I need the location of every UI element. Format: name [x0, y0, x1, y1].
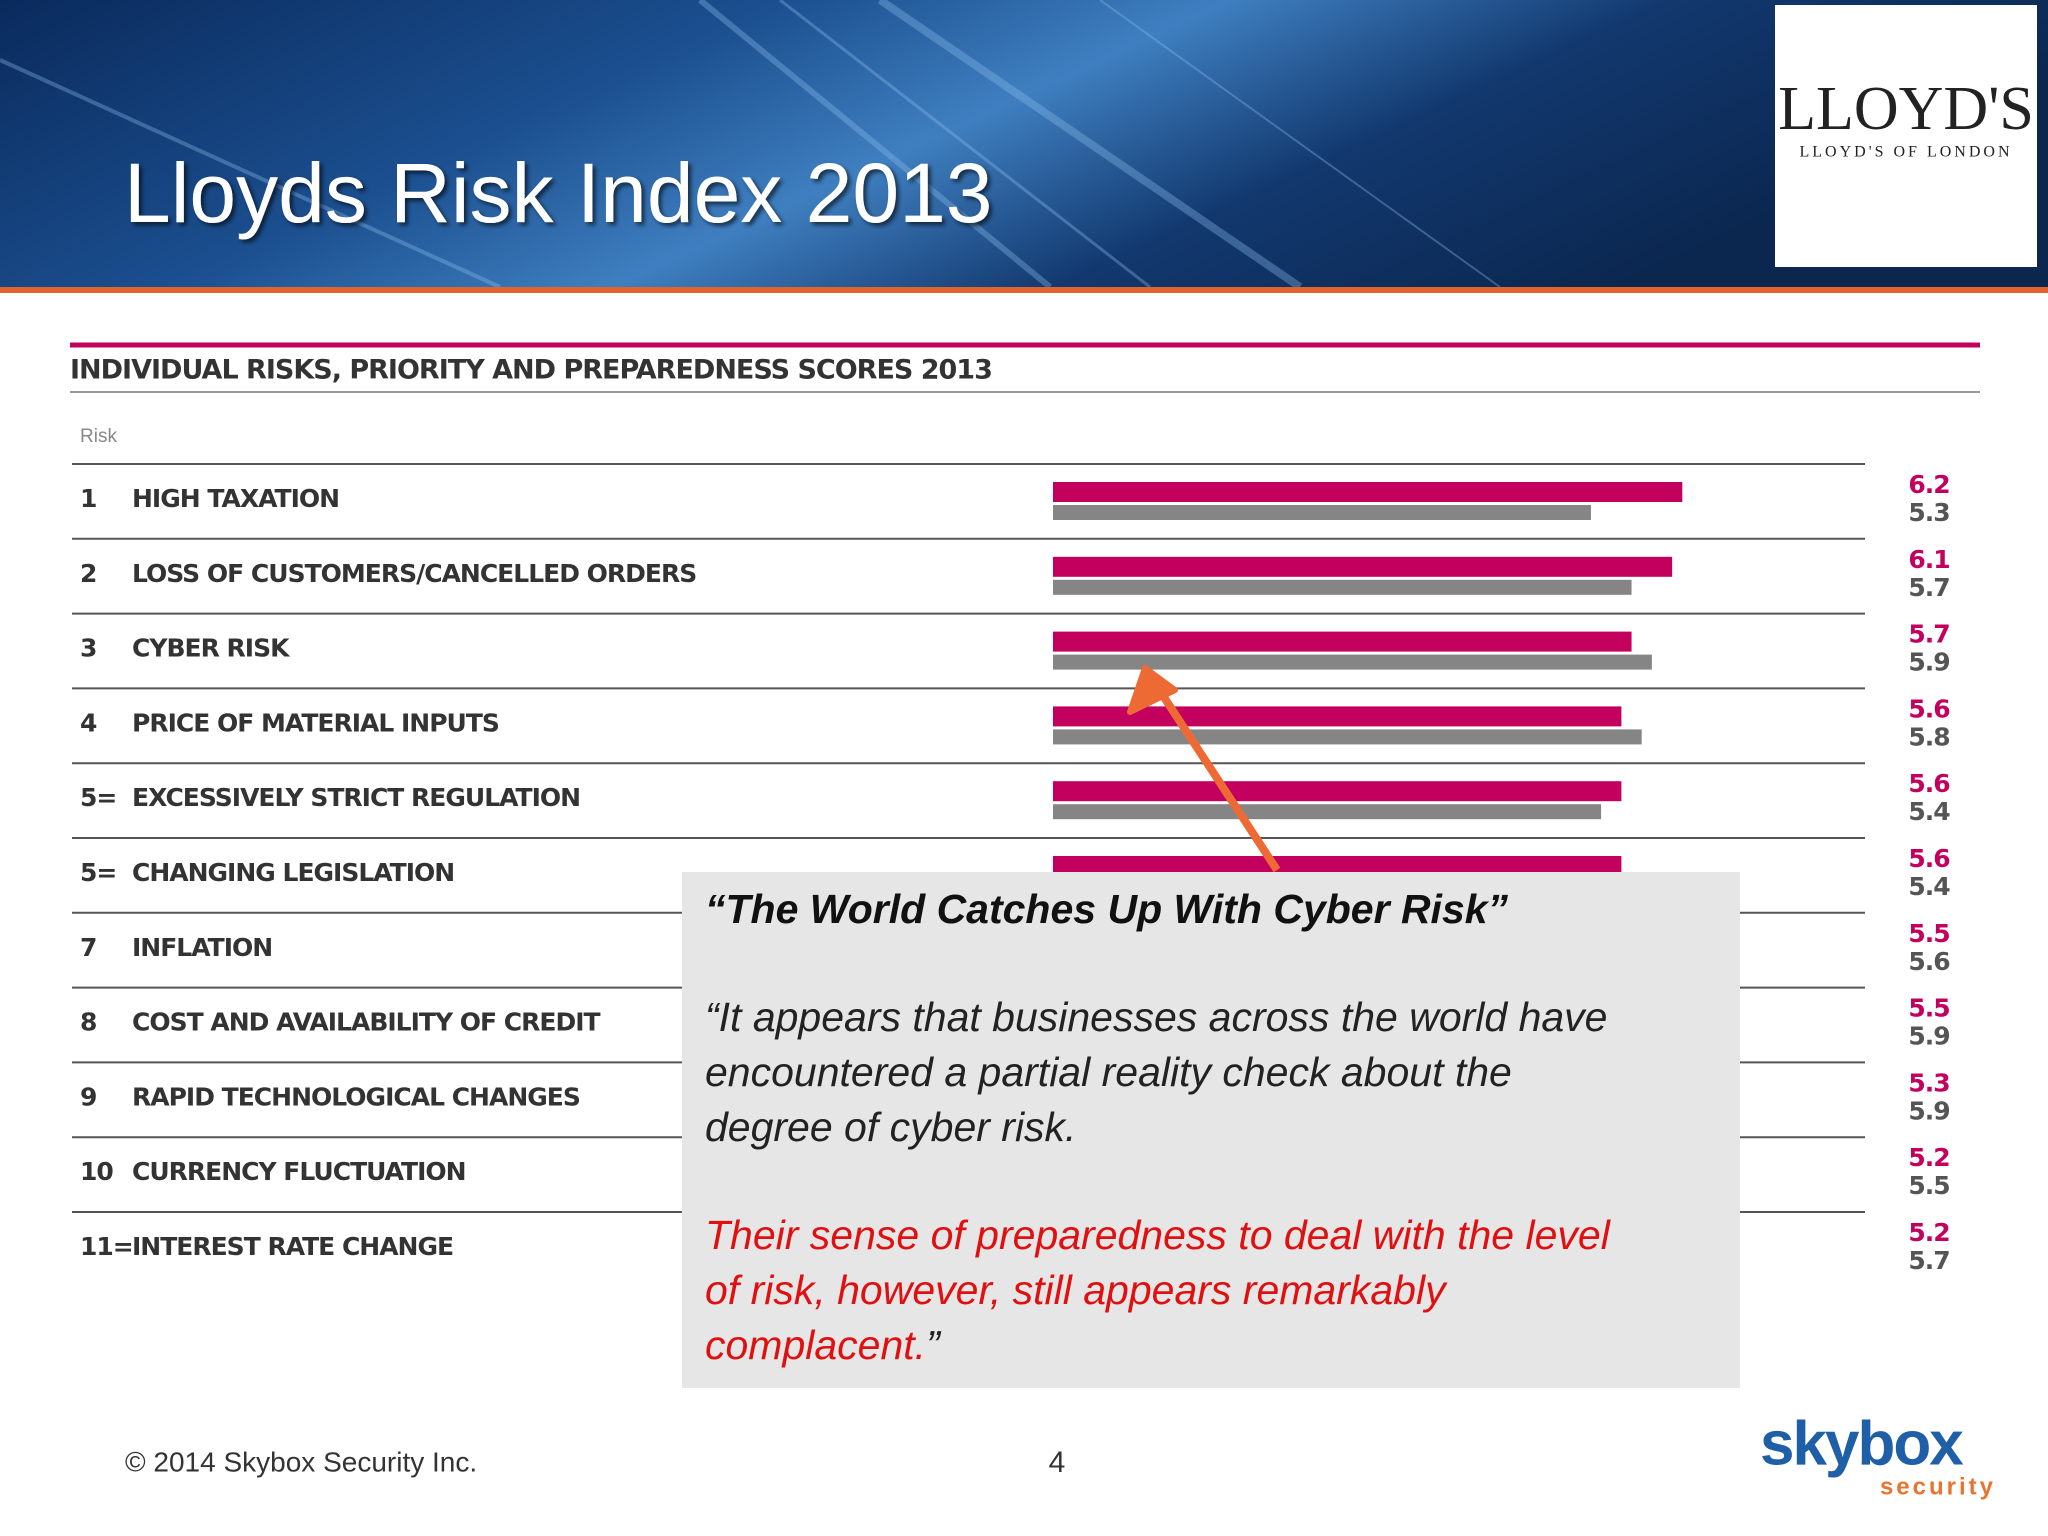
bar: [1053, 579, 1632, 595]
value-label: 5.6: [1908, 694, 1950, 723]
value-label: 5.6: [1908, 844, 1950, 873]
rank-label: 3: [80, 634, 96, 663]
category-label: INTEREST RATE CHANGE: [132, 1232, 453, 1261]
category-label: CURRENCY FLUCTUATION: [132, 1157, 466, 1186]
callout-red-line: complacent.: [705, 1322, 926, 1368]
rank-label: 4: [80, 708, 97, 737]
logo-box: [1775, 5, 2037, 267]
page-number: 4: [1049, 1446, 1066, 1479]
value-label: 5.5: [1908, 919, 1949, 948]
category-label: COST AND AVAILABILITY OF CREDIT: [132, 1008, 601, 1037]
category-label: CHANGING LEGISLATION: [132, 858, 454, 887]
value-label: 5.5: [1908, 994, 1949, 1023]
rank-label: 10: [80, 1157, 113, 1186]
value-label: 5.9: [1908, 648, 1949, 677]
value-label: 5.7: [1908, 1246, 1949, 1275]
category-label: HIGH TAXATION: [132, 484, 339, 513]
value-label: 5.7: [1908, 573, 1949, 602]
slide-title: Lloyds Risk Index 2013: [124, 146, 993, 240]
category-label: INFLATION: [132, 933, 272, 962]
value-label: 5.9: [1908, 1096, 1949, 1125]
value-label: 5.4: [1908, 797, 1950, 826]
header-streaks: [0, 0, 1501, 291]
category-label: LOSS OF CUSTOMERS/CANCELLED ORDERS: [132, 559, 696, 588]
brand-name: skybox: [1760, 1409, 1964, 1478]
bar: [1053, 856, 1622, 876]
logo-name: LLOYD'S: [1778, 75, 2034, 143]
value-label: 5.8: [1908, 722, 1949, 751]
callout-line: encountered a partial reality check abou…: [705, 1049, 1512, 1095]
value-label: 5.2: [1908, 1143, 1949, 1172]
bar: [1053, 706, 1622, 727]
arrow: [1127, 665, 1281, 873]
value-label: 6.1: [1908, 545, 1949, 574]
header-rule: [0, 287, 2048, 293]
category-label: PRICE OF MATERIAL INPUTS: [132, 708, 499, 737]
category-label: CYBER RISK: [132, 634, 291, 663]
rank-label: 1: [80, 484, 96, 513]
bar: [1053, 505, 1591, 520]
value-label: 5.9: [1908, 1022, 1949, 1051]
callout-line: degree of cyber risk.: [705, 1104, 1076, 1150]
rank-label: 11=: [80, 1232, 133, 1261]
rank-label: 5=: [80, 783, 116, 812]
callout-heading: “The World Catches Up With Cyber Risk”: [705, 886, 1509, 932]
value-label: 5.7: [1908, 620, 1949, 649]
header-band: [0, 0, 2048, 287]
bar: [1053, 631, 1632, 652]
bar: [1053, 556, 1673, 577]
callout-box: [682, 872, 1740, 1388]
value-label: 5.3: [1908, 1068, 1949, 1097]
bar: [1053, 729, 1642, 745]
rank-label: 9: [80, 1082, 96, 1111]
category-label: EXCESSIVELY STRICT REGULATION: [132, 783, 580, 812]
rank-label: 5=: [80, 858, 116, 887]
footer: © 2014 Skybox Security Inc.: [125, 1446, 477, 1477]
chart-title: INDIVIDUAL RISKS, PRIORITY AND PREPAREDN…: [70, 355, 992, 386]
bar: [1053, 654, 1652, 670]
rank-label: 2: [80, 559, 96, 588]
category-label: RAPID TECHNOLOGICAL CHANGES: [132, 1082, 580, 1111]
bar: [1053, 804, 1602, 820]
value-label: 5.5: [1908, 1171, 1949, 1200]
rank-label: 7: [80, 933, 96, 962]
value-label: 5.6: [1908, 947, 1950, 976]
chart: INDIVIDUAL RISKS, PRIORITY AND PREPAREDN…: [70, 342, 1980, 1275]
callout-red-line: of risk, however, still appears remarkab…: [705, 1267, 1448, 1313]
value-label: 5.3: [1908, 498, 1949, 527]
bar: [1053, 781, 1622, 802]
value-label: 5.2: [1908, 1218, 1949, 1247]
callout-closing: ”: [926, 1322, 942, 1368]
logo-subtitle: LLOYD'S OF LONDON: [1800, 144, 2013, 161]
callout-last-line: complacent.”: [705, 1322, 942, 1368]
callout-red-line: Their sense of preparedness to deal with…: [705, 1212, 1612, 1258]
value-label: 6.2: [1908, 470, 1949, 499]
callout-line: “It appears that businesses across the w…: [705, 994, 1607, 1040]
value-label: 5.6: [1908, 769, 1950, 798]
callout: “The World Catches Up With Cyber Risk” “…: [682, 872, 1740, 1388]
bar: [1053, 482, 1683, 502]
column-header: Risk: [80, 426, 117, 447]
rank-label: 8: [80, 1008, 96, 1037]
brand-tagline: security: [1880, 1473, 1996, 1500]
value-label: 5.4: [1908, 872, 1950, 901]
